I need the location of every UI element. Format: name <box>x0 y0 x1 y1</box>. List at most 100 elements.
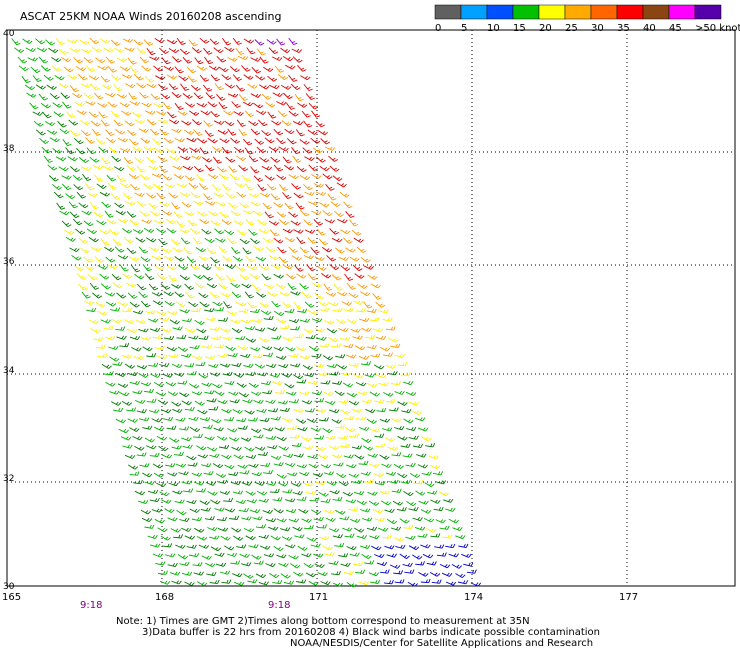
wind-barb <box>313 183 324 188</box>
wind-barb <box>377 527 389 532</box>
pass-time-right: 9:18 <box>268 600 290 611</box>
wind-barb <box>366 526 378 531</box>
wind-barb <box>174 102 184 111</box>
wind-barb <box>359 426 370 431</box>
wind-barb <box>279 407 290 412</box>
wind-barb <box>244 183 254 191</box>
wind-barb <box>395 544 406 549</box>
wind-barb <box>326 255 337 262</box>
wind-barb <box>282 489 293 494</box>
wind-barb <box>199 74 210 82</box>
wind-barb <box>203 120 213 127</box>
wind-barb <box>175 544 186 549</box>
wind-barb <box>265 481 277 486</box>
wind-barb <box>220 535 231 541</box>
wind-barb <box>227 128 237 136</box>
wind-barb <box>230 560 241 565</box>
wind-barb <box>137 499 149 505</box>
wind-barb <box>100 283 111 290</box>
wind-barb <box>405 426 417 432</box>
wind-barb <box>89 202 99 210</box>
wind-barb <box>76 110 87 115</box>
wind-barb <box>320 498 331 503</box>
wind-barb <box>35 84 46 90</box>
wind-barb <box>292 56 303 63</box>
wind-barb <box>171 363 183 369</box>
wind-barb <box>405 462 416 468</box>
wind-barb <box>222 371 233 377</box>
wind-barb <box>150 128 160 136</box>
wind-barb <box>122 307 132 313</box>
wind-barb <box>247 417 259 422</box>
wind-barb <box>209 535 220 540</box>
wind-barb <box>110 39 121 46</box>
wind-barb <box>209 453 220 458</box>
wind-barb <box>222 336 233 341</box>
wind-barb <box>145 310 156 315</box>
wind-barb <box>302 445 314 450</box>
wind-barb <box>124 47 135 52</box>
wind-barb <box>242 210 254 215</box>
wind-barb <box>219 490 230 495</box>
wind-barb <box>286 138 297 145</box>
wind-barb <box>192 119 202 126</box>
wind-barb <box>402 562 413 567</box>
wind-barb <box>292 491 303 496</box>
wind-barb <box>334 210 344 217</box>
wind-barb <box>142 264 152 272</box>
wind-barb <box>141 102 152 108</box>
wind-barb <box>277 74 288 80</box>
wind-barb <box>61 220 72 227</box>
wind-barb <box>43 74 54 81</box>
wind-barb <box>190 192 201 199</box>
wind-barb <box>214 228 225 235</box>
wind-barb <box>296 273 307 279</box>
wind-barb <box>285 498 296 503</box>
wind-barb <box>258 498 269 503</box>
wind-barb <box>263 469 274 475</box>
wind-barb <box>177 110 188 116</box>
wind-barb <box>55 156 67 162</box>
wind-barb <box>281 536 293 541</box>
wind-barb <box>100 238 110 246</box>
wind-barb <box>212 146 223 153</box>
wind-barb <box>250 93 262 98</box>
wind-barb <box>365 334 376 340</box>
wind-barb <box>161 57 171 65</box>
wind-barb <box>142 346 153 352</box>
wind-barb <box>288 353 299 358</box>
wind-barb <box>426 561 437 566</box>
wind-barb <box>212 301 223 307</box>
wind-barb <box>303 120 313 128</box>
wind-barb <box>340 372 351 377</box>
wind-barb <box>302 364 313 370</box>
wind-barb <box>338 481 349 487</box>
wind-barb <box>136 165 146 173</box>
wind-barb <box>316 336 327 341</box>
wind-barb <box>322 545 333 551</box>
wind-barb <box>400 443 411 448</box>
wind-barb <box>154 346 165 351</box>
wind-barb <box>266 183 277 191</box>
wind-barb <box>188 301 199 308</box>
wind-barb <box>325 184 335 191</box>
wind-barb <box>370 353 381 358</box>
wind-barb <box>399 553 410 559</box>
wind-barb <box>316 228 326 236</box>
wind-barb <box>124 120 135 127</box>
wind-barb <box>44 121 56 126</box>
wind-barb <box>172 326 183 331</box>
wind-barb <box>238 165 249 172</box>
wind-barb <box>81 48 92 54</box>
wind-barb <box>154 518 165 524</box>
wind-barb <box>345 211 355 218</box>
wind-barb <box>126 164 137 172</box>
wind-barb <box>175 417 186 422</box>
wind-barb <box>211 184 222 192</box>
wind-barb <box>269 373 280 378</box>
wind-barb <box>241 174 251 182</box>
wind-barb <box>146 237 157 243</box>
colorbar-swatch <box>460 4 488 20</box>
wind-barb <box>305 93 315 101</box>
wind-barb <box>432 471 444 476</box>
